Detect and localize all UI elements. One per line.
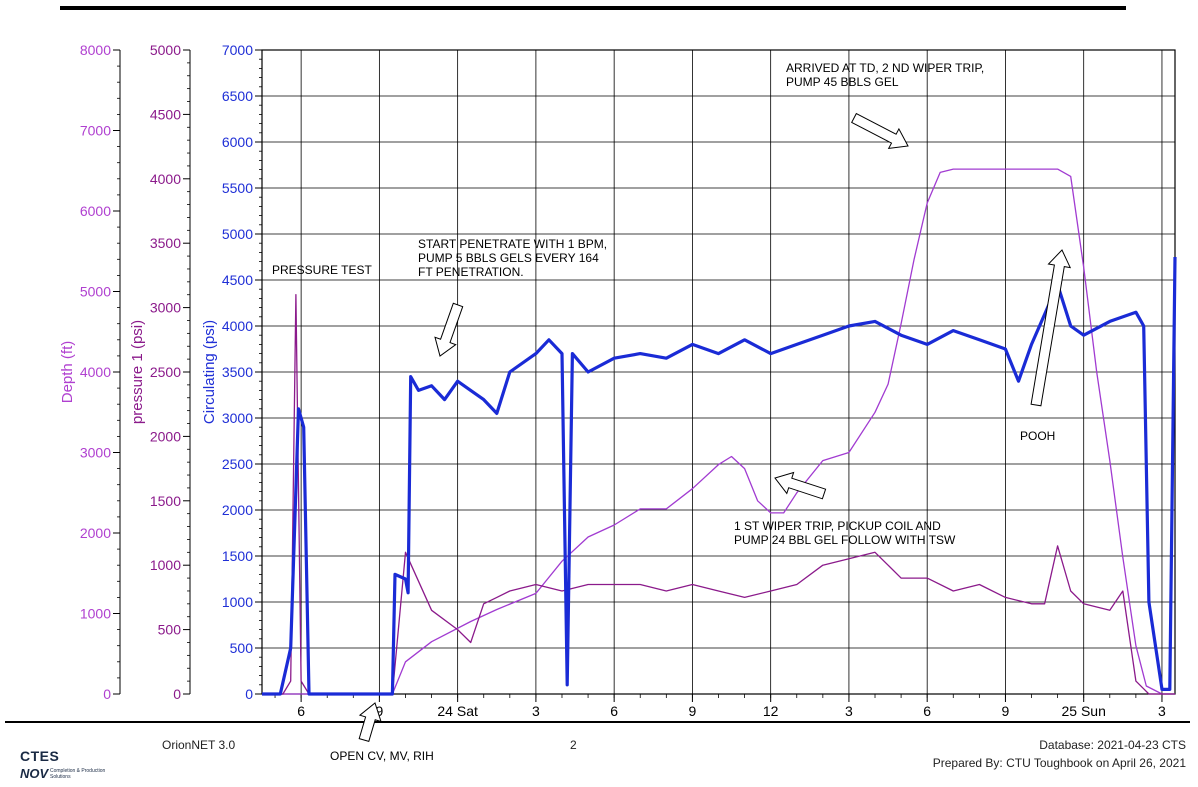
arrow-pooh	[1030, 249, 1072, 407]
y-tick-label-circ: 4500	[222, 272, 253, 288]
y-tick-label-p1: 2000	[150, 428, 181, 444]
y-tick-label-depth: 7000	[80, 123, 111, 139]
x-tick-label: 3	[1158, 703, 1166, 719]
x-tick-label: 6	[610, 703, 618, 719]
y-tick-label-p1: 1500	[150, 493, 181, 509]
y-tick-label-p1: 5000	[150, 42, 181, 58]
y-tick-label-circ: 1000	[222, 594, 253, 610]
annotation-text: PRESSURE TEST	[272, 263, 372, 277]
logo-subtitle: Completion & Production Solutions	[50, 768, 106, 780]
y-axis-label-circ: Circulating (psi)	[201, 320, 218, 424]
logo-cts: CTES	[20, 748, 60, 764]
y-tick-label-circ: 0	[245, 686, 253, 702]
y-axis-label-depth: Depth (ft)	[59, 341, 76, 404]
y-tick-label-circ: 4000	[222, 318, 253, 334]
y-tick-label-depth: 2000	[80, 525, 111, 541]
y-tick-label-circ: 7000	[222, 42, 253, 58]
annotation-text: ARRIVED AT TD, 2 ND WIPER TRIP, PUMP 45 B…	[786, 61, 984, 89]
y-tick-label-circ: 5000	[222, 226, 253, 242]
y-tick-label-circ: 3000	[222, 410, 253, 426]
arrow-start-penetrate	[434, 302, 464, 357]
y-tick-label-depth: 6000	[80, 203, 111, 219]
y-tick-label-depth: 5000	[80, 284, 111, 300]
y-tick-label-circ: 500	[230, 640, 254, 656]
page-number: 2	[570, 738, 577, 752]
x-tick-label: 9	[1002, 703, 1010, 719]
annotation-text: START PENETRATE WITH 1 BPM, PUMP 5 BBLS G…	[418, 237, 607, 279]
y-tick-label-depth: 3000	[80, 445, 111, 461]
y-tick-label-depth: 8000	[80, 42, 111, 58]
y-tick-label-p1: 4000	[150, 171, 181, 187]
x-tick-label: 3	[532, 703, 540, 719]
annotations: PRESSURE TEST START PENETRATE WITH 1 BPM,…	[272, 61, 1072, 763]
x-tick-label: 24 Sat	[437, 703, 478, 719]
y-tick-label-p1: 3500	[150, 235, 181, 251]
y-tick-label-p1: 4500	[150, 106, 181, 122]
y-tick-label-depth: 4000	[80, 364, 111, 380]
logo-nov: NOV	[20, 766, 49, 781]
annotation-text: OPEN CV, MV, RIH	[330, 749, 434, 763]
x-tick-label: 3	[845, 703, 853, 719]
arrow-wiper-trip	[774, 471, 827, 500]
x-tick-label: 9	[689, 703, 697, 719]
y-tick-label-p1: 500	[158, 622, 182, 638]
y-tick-label-circ: 6500	[222, 88, 253, 104]
x-tick-label: 12	[763, 703, 779, 719]
y-tick-label-circ: 3500	[222, 364, 253, 380]
x-tick-label: 25 Sun	[1062, 703, 1106, 719]
y-tick-label-circ: 2000	[222, 502, 253, 518]
y-tick-label-p1: 3000	[150, 300, 181, 316]
prepared-by: Prepared By: CTU Toughbook on April 26, …	[932, 756, 1186, 770]
annotation-text: 1 ST WIPER TRIP, PICKUP COIL AND PUMP 24 …	[734, 519, 956, 547]
y-tick-label-circ: 5500	[222, 180, 253, 196]
y-tick-label-depth: 1000	[80, 606, 111, 622]
y-tick-label-circ: 2500	[222, 456, 253, 472]
annotation-text: POOH	[1020, 429, 1055, 443]
y-tick-label-p1: 2500	[150, 364, 181, 380]
y-axis-label-p1: pressure 1 (psi)	[129, 320, 146, 424]
arrow-arrived-td	[851, 112, 909, 150]
x-tick-label: 9	[375, 703, 383, 719]
x-tick-label: 6	[297, 703, 305, 719]
y-tick-label-depth: 0	[103, 686, 111, 702]
y-tick-label-circ: 1500	[222, 548, 253, 564]
y-tick-label-circ: 6000	[222, 134, 253, 150]
y-tick-label-p1: 1000	[150, 557, 181, 573]
x-axis: 6 9 24 Sat 3 6 9 12 3 6 9 25 Sun 3	[274, 694, 1166, 719]
company-logo: CTES NOV Completion & Production Solutio…	[16, 748, 146, 784]
software-version: OrionNET 3.0	[162, 738, 236, 752]
database-label: Database: 2021-04-23 CTS	[1039, 738, 1186, 752]
x-tick-label: 6	[923, 703, 931, 719]
series-line-depth	[262, 168, 1175, 695]
y-tick-label-p1: 0	[173, 686, 181, 702]
arrow-open-cv	[358, 702, 382, 743]
